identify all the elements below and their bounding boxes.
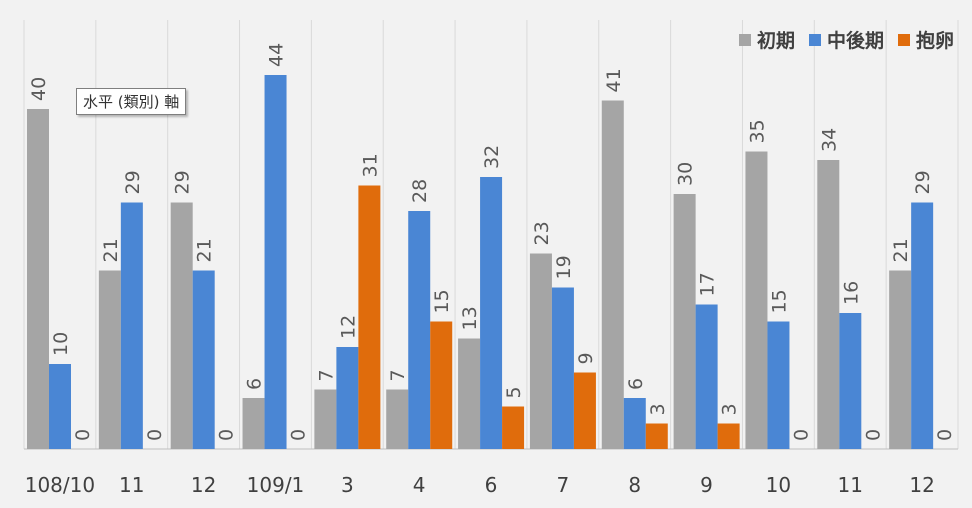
data-label: 15 [431, 289, 453, 313]
bar-1-4[interactable] [242, 398, 265, 449]
x-tick-label: 12 [191, 473, 216, 497]
bar-1-8[interactable] [529, 253, 552, 450]
bar-1-12[interactable] [817, 160, 840, 449]
data-label: 0 [288, 429, 310, 441]
data-label: 15 [768, 289, 790, 313]
bar-3-7[interactable] [502, 406, 525, 450]
bar-2-11[interactable] [767, 321, 790, 450]
data-label: 0 [862, 429, 884, 441]
data-label: 7 [387, 369, 409, 381]
bar-2-8[interactable] [551, 287, 574, 450]
data-label: 0 [72, 429, 94, 441]
legend-label-series-1: 初期 [756, 30, 795, 52]
data-label: 3 [647, 403, 669, 415]
data-label: 0 [216, 429, 238, 441]
x-tick-label: 8 [628, 473, 641, 497]
bar-2-2[interactable] [120, 202, 143, 450]
data-label: 21 [890, 238, 912, 262]
bar-1-6[interactable] [386, 389, 409, 450]
data-label: 41 [603, 68, 625, 92]
data-label: 29 [122, 170, 144, 194]
bar-2-13[interactable] [911, 202, 934, 450]
data-label: 9 [575, 352, 597, 364]
bar-2-10[interactable] [695, 304, 718, 450]
x-tick-label: 10 [766, 473, 791, 497]
data-label: 5 [503, 386, 525, 398]
data-label: 35 [746, 119, 768, 143]
bar-1-2[interactable] [98, 270, 121, 450]
data-label: 0 [144, 429, 166, 441]
bar-1-10[interactable] [673, 194, 696, 449]
data-label: 16 [840, 281, 862, 305]
x-tick-label: 4 [413, 473, 426, 497]
bar-2-6[interactable] [408, 211, 431, 449]
bar-3-6[interactable] [430, 321, 453, 450]
data-label: 6 [625, 378, 647, 390]
bar-2-7[interactable] [480, 177, 503, 449]
bar-1-3[interactable] [170, 202, 193, 450]
bar-3-9[interactable] [645, 423, 668, 450]
bar-1-7[interactable] [458, 338, 481, 450]
data-label: 30 [675, 162, 697, 186]
data-label: 34 [818, 128, 840, 152]
data-label: 32 [481, 145, 503, 169]
x-tick-label: 11 [119, 473, 144, 497]
legend-label-series-3: 抱卵 [915, 30, 954, 52]
legend-label-series-2: 中後期 [826, 30, 884, 52]
bar-1-11[interactable] [745, 151, 768, 450]
legend-swatch-series-3 [897, 33, 910, 46]
legend-swatch-series-1 [738, 33, 751, 46]
data-label: 3 [719, 403, 741, 415]
data-label: 10 [50, 332, 72, 356]
data-label: 23 [531, 221, 553, 245]
data-label: 31 [359, 153, 381, 177]
bar-3-8[interactable] [573, 372, 596, 450]
bar-2-3[interactable] [192, 270, 215, 450]
data-label: 0 [790, 429, 812, 441]
bar-1-5[interactable] [314, 389, 337, 450]
bar-1-13[interactable] [889, 270, 912, 450]
axis-tooltip: 水平 (類別) 軸 [76, 88, 187, 115]
legend-item-series-3[interactable]: 抱卵 [897, 26, 954, 53]
legend-swatch-series-2 [808, 33, 821, 46]
x-tick-label: 3 [341, 473, 354, 497]
data-label: 44 [266, 43, 288, 67]
bar-2-5[interactable] [336, 347, 359, 449]
data-label: 6 [244, 378, 266, 390]
bar-2-9[interactable] [623, 398, 646, 449]
data-label: 40 [28, 77, 50, 101]
x-tick-label: 9 [700, 473, 713, 497]
data-label: 17 [697, 272, 719, 296]
x-tick-label: 6 [485, 473, 498, 497]
data-label: 21 [194, 238, 216, 262]
x-tick-label: 11 [838, 473, 863, 497]
bar-3-5[interactable] [358, 185, 381, 450]
data-label: 12 [337, 315, 359, 339]
x-tick-label: 109/1 [247, 473, 305, 497]
bar-1-1[interactable] [27, 109, 49, 449]
data-label: 29 [172, 170, 194, 194]
data-label: 0 [934, 429, 956, 441]
data-label: 19 [553, 255, 575, 279]
bar-2-12[interactable] [839, 313, 862, 449]
data-label: 7 [315, 369, 337, 381]
bar-2-1[interactable] [49, 364, 71, 449]
legend-item-series-1[interactable]: 初期 [738, 26, 795, 53]
bar-2-4[interactable] [264, 75, 287, 449]
data-label: 13 [459, 306, 481, 330]
legend-item-series-2[interactable]: 中後期 [808, 26, 884, 53]
x-tick-label: 108/10 [25, 473, 95, 497]
x-tick-label: 12 [909, 473, 934, 497]
data-label: 29 [912, 170, 934, 194]
x-tick-label: 7 [556, 473, 569, 497]
bar-1-9[interactable] [601, 100, 624, 450]
data-label: 21 [100, 238, 122, 262]
legend: 初期 中後期 抱卵 [738, 26, 954, 53]
bar-3-10[interactable] [717, 423, 740, 450]
data-label: 28 [409, 179, 431, 203]
